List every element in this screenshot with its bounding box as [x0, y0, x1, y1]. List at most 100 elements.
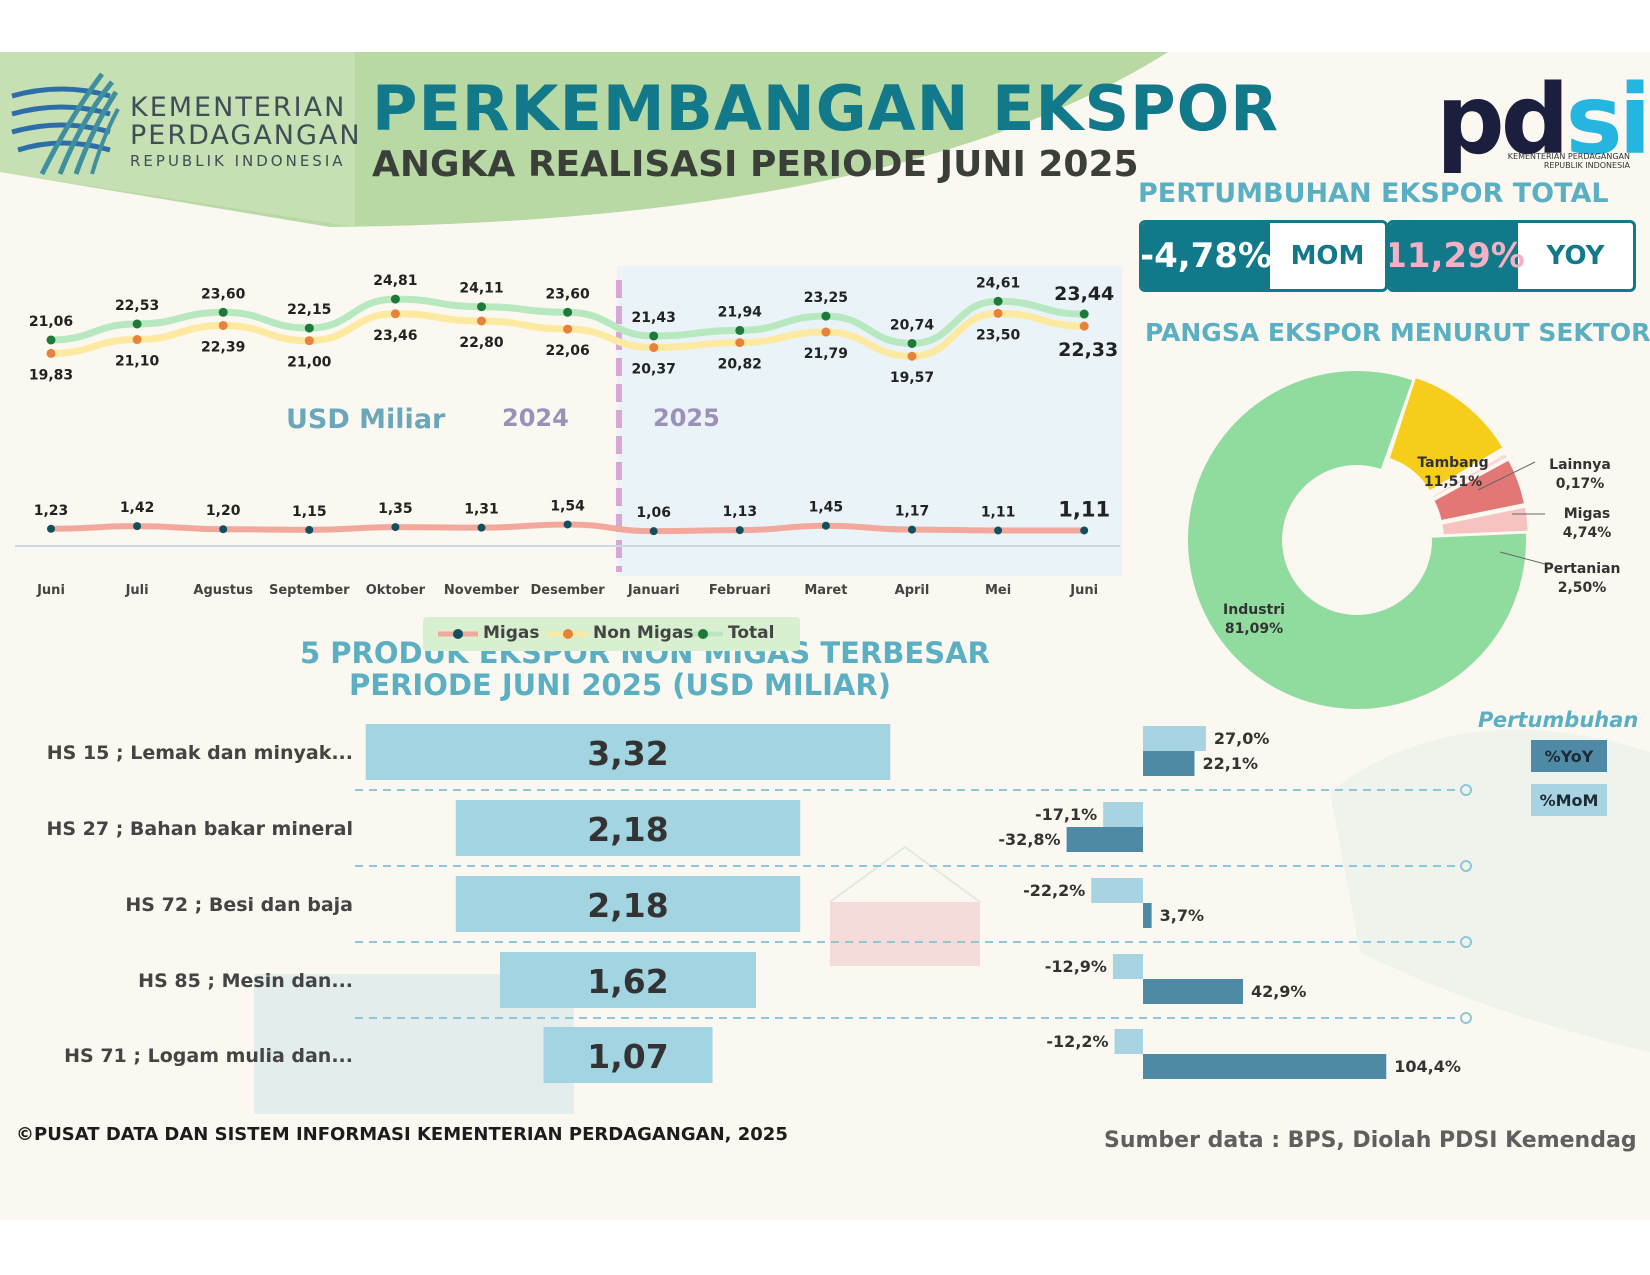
x-tick-label: Juli: [125, 583, 149, 598]
product-bar-chart: 3,32 HS 15 ; Lemak dan minyak... 2,18 HS 27…: [46, 724, 1472, 1083]
nonmigas-label: 23,46: [373, 328, 417, 344]
total-label: 23,60: [201, 286, 246, 302]
ministry-emblem-icon: [11, 72, 120, 176]
pie-title: PANGSA EKSPOR MENURUT SEKTOR: [1145, 318, 1650, 347]
total-point: [132, 319, 142, 329]
mom-bar: [1143, 979, 1243, 1004]
x-tick-label: November: [444, 583, 520, 598]
mom-bar-label: 104,4%: [1394, 1057, 1461, 1076]
migas-label: 1,17: [895, 504, 930, 520]
page-title: PERKEMBANGAN EKSPOR: [372, 72, 1280, 145]
nonmigas-point: [1079, 321, 1089, 331]
total-point: [46, 335, 56, 345]
line-legend: Migas Non Migas Total: [423, 617, 800, 651]
nonmigas-label: 19,57: [890, 370, 934, 386]
legend-migas: Migas: [483, 623, 540, 643]
migas-label: 1,13: [723, 504, 758, 520]
yoy-bar: [1114, 1029, 1143, 1054]
ministry-name-line2: PERDAGANGAN: [130, 120, 362, 151]
tambang-label-name: Tambang: [1417, 455, 1488, 471]
page-subtitle: ANGKA REALISASI PERIODE JUNI 2025: [372, 144, 1139, 185]
year-label-2024: 2024: [502, 404, 569, 432]
nonmigas-label: 22,39: [201, 339, 245, 355]
nonmigas-point: [46, 348, 56, 358]
product-category-label: HS 71 ; Logam mulia dan...: [64, 1045, 353, 1067]
nonmigas-point: [993, 308, 1003, 318]
yoy-bar-label: -12,2%: [1046, 1032, 1108, 1051]
total-point: [907, 338, 917, 348]
x-tick-label: Oktober: [366, 583, 426, 598]
migas-label: 1,20: [206, 503, 241, 519]
lainnya-leader-line: [1477, 461, 1536, 491]
yoy-bar: [1143, 726, 1206, 751]
nonmigas-point: [907, 351, 917, 361]
kpi-yoy-value: 11,29%: [1390, 223, 1525, 289]
kpi-yoy-label: YOY: [1546, 241, 1605, 271]
migas-label: 1,06: [636, 505, 671, 521]
kpi-mom-value: -4,78%: [1142, 223, 1272, 289]
total-label: 24,81: [373, 273, 417, 289]
mom-bar-label: 42,9%: [1251, 982, 1307, 1001]
x-tick-label: Mei: [985, 583, 1011, 598]
product-value-label: 1,07: [587, 1037, 668, 1076]
yoy-bar: [1103, 802, 1143, 827]
product-bar: [500, 952, 756, 1008]
migas-label-value: 4,74%: [1563, 525, 1612, 541]
total-label: 24,11: [459, 281, 503, 297]
total-label: 22,15: [287, 302, 331, 318]
migas-point: [649, 527, 658, 536]
x-tick-label: September: [269, 583, 350, 598]
total-label: 21,06: [29, 314, 73, 330]
growth-title: PERTUMBUHAN EKSPOR TOTAL: [1138, 178, 1609, 209]
pie-chart: Industri 81,09% Tambang 11,51% Lainnya 0,17% M…: [1186, 369, 1620, 711]
total-point: [821, 311, 831, 321]
mom-bar: [1143, 1054, 1387, 1079]
pertanian-leader-line: [1499, 551, 1546, 565]
lainnya-label-name: Lainnya: [1549, 457, 1611, 473]
copyright-text: ©PUSAT DATA DAN SISTEM INFORMASI KEMENTE…: [16, 1124, 788, 1145]
total-point: [390, 294, 400, 304]
yoy-bar-label: -22,2%: [1023, 881, 1085, 900]
infographic: 21,06 22,53 23,60 22,15 24,81 24,11 23,60 21,43…: [0, 52, 1650, 1220]
total-point: [218, 307, 228, 317]
nonmigas-point: [563, 324, 573, 334]
tambang-slice: [1387, 375, 1505, 493]
ministry-name-line1: KEMENTERIAN: [130, 92, 347, 123]
yoy-bar: [1112, 954, 1143, 979]
total-point: [993, 296, 1003, 306]
migas-label: 1,45: [809, 500, 844, 516]
total-point: [304, 323, 314, 333]
nonmigas-point: [821, 327, 831, 337]
product-value-label: 2,18: [587, 810, 668, 849]
nonmigas-label: 20,82: [718, 357, 762, 373]
kpi-yoy: 11,29% YOY: [1387, 220, 1636, 292]
unit-label: USD Miliar: [286, 404, 446, 435]
migas-label: 1,23: [34, 503, 69, 519]
industri-label-value: 81,09%: [1225, 621, 1283, 637]
total-point: [563, 307, 573, 317]
x-tick-label: April: [895, 583, 930, 598]
migas-point: [47, 524, 55, 533]
pdsi-logo-caption: KEMENTERIAN PERDAGANGAN REPUBLIK INDONES…: [1507, 152, 1630, 170]
row-divider-end: [1460, 784, 1472, 796]
migas-point: [133, 522, 142, 531]
x-tick-label: Januari: [627, 583, 680, 598]
nonmigas-point: [649, 343, 659, 353]
growth-bar-chart: 27,0% 22,1% -17,1% -32,8% -22,2% 3,7% -12,9% 42…: [998, 726, 1461, 1079]
bar-subtitle: PERIODE JUNI 2025 (USD MILIAR): [349, 668, 891, 702]
nonmigas-label: 21,10: [115, 354, 160, 370]
x-tick-label: Desember: [530, 583, 605, 598]
migas-point: [305, 525, 314, 534]
product-bar: [365, 724, 891, 780]
mom-bar-label: 3,7%: [1160, 906, 1204, 925]
line-chart: 21,06 22,53 23,60 22,15 24,81 24,11 23,60 21,43…: [29, 273, 1118, 598]
migas-point: [1080, 526, 1089, 535]
migas-point: [477, 523, 486, 532]
nonmigas-point: [218, 320, 228, 330]
x-tick-label: Februari: [709, 583, 771, 598]
nonmigas-label: 21,79: [804, 346, 848, 362]
tambang-label-value: 11,51%: [1424, 474, 1482, 490]
x-tick-label: Agustus: [193, 583, 253, 598]
nonmigas-point: [735, 338, 745, 348]
kpi-mom: -4,78% MOM: [1139, 220, 1388, 292]
